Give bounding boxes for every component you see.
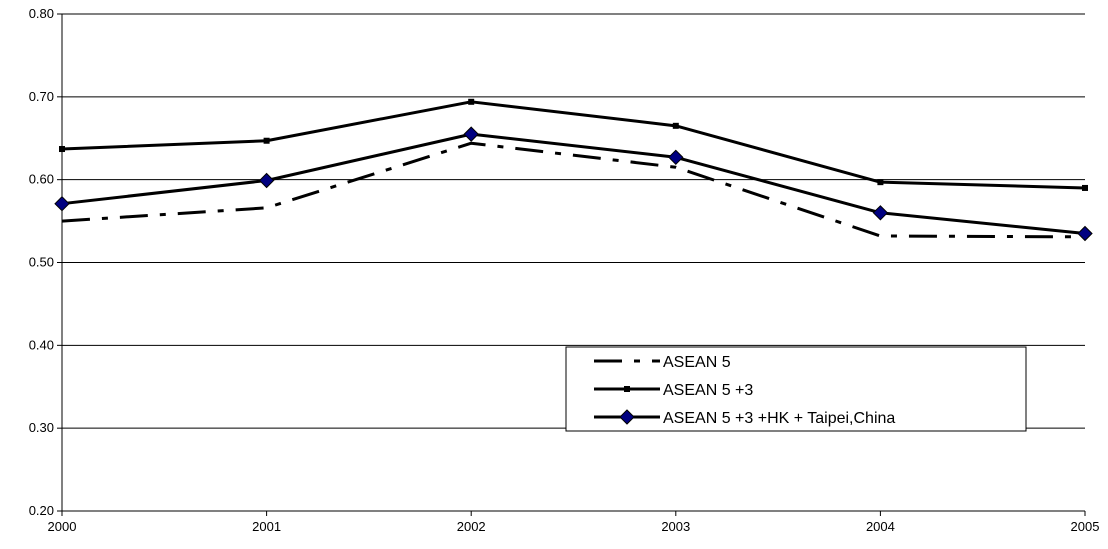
series-2-point-3 (668, 149, 684, 166)
series-line-0 (61, 141, 1086, 239)
series-1-point-2 (468, 98, 475, 105)
y-tick-label-2: 0.40 (29, 337, 54, 352)
legend-label-2: ASEAN 5 +3 +HK + Taipei,China (663, 410, 895, 427)
gridlines (62, 13, 1085, 512)
axes: 0.20 0.30 0.40 0.50 0.60 0.70 0.80 2000 2001 2002… (29, 6, 1100, 534)
x-tick-label-1: 2001 (252, 519, 281, 534)
series-1-point-0 (59, 146, 65, 153)
series-line-1 (61, 100, 1086, 190)
y-tick-label-0: 0.20 (29, 503, 54, 518)
y-tick-label-5: 0.70 (29, 89, 54, 104)
series-1-point-3 (672, 122, 679, 129)
series-1-point-1 (263, 137, 270, 144)
series-lines (54, 98, 1093, 242)
y-tick-label-1: 0.30 (29, 420, 54, 435)
series-1 (59, 98, 1088, 191)
legend: ASEAN 5 ASEAN 5 +3 ASEAN 5 +3 +HK + Taipei… (565, 346, 1027, 432)
legend-label-0: ASEAN 5 (663, 354, 731, 371)
y-tick-label-3: 0.50 (29, 255, 54, 270)
series-2-point-5 (1077, 225, 1093, 242)
y-tick-label-6: 0.80 (29, 6, 54, 21)
legend-marker-2 (619, 409, 635, 425)
y-tick-label-4: 0.60 (29, 172, 54, 187)
x-tick-label-4: 2004 (866, 519, 895, 534)
series-2-point-2 (463, 126, 479, 142)
x-tick-label-3: 2003 (661, 519, 690, 534)
series-0 (61, 141, 1086, 239)
x-tick-label-0: 2000 (48, 519, 77, 534)
series-2-point-4 (872, 205, 889, 221)
legend-label-1: ASEAN 5 +3 (663, 382, 753, 399)
series-1-point-5 (1082, 184, 1088, 191)
series-2-point-1 (258, 172, 275, 189)
x-tick-label-2: 2002 (457, 519, 486, 534)
series-line-2 (61, 132, 1086, 236)
series-1-point-4 (877, 179, 884, 186)
series-2-point-0 (54, 195, 70, 212)
x-tick-label-5: 2005 (1071, 519, 1100, 534)
legend-marker-1 (624, 386, 630, 392)
series-2 (54, 126, 1093, 242)
